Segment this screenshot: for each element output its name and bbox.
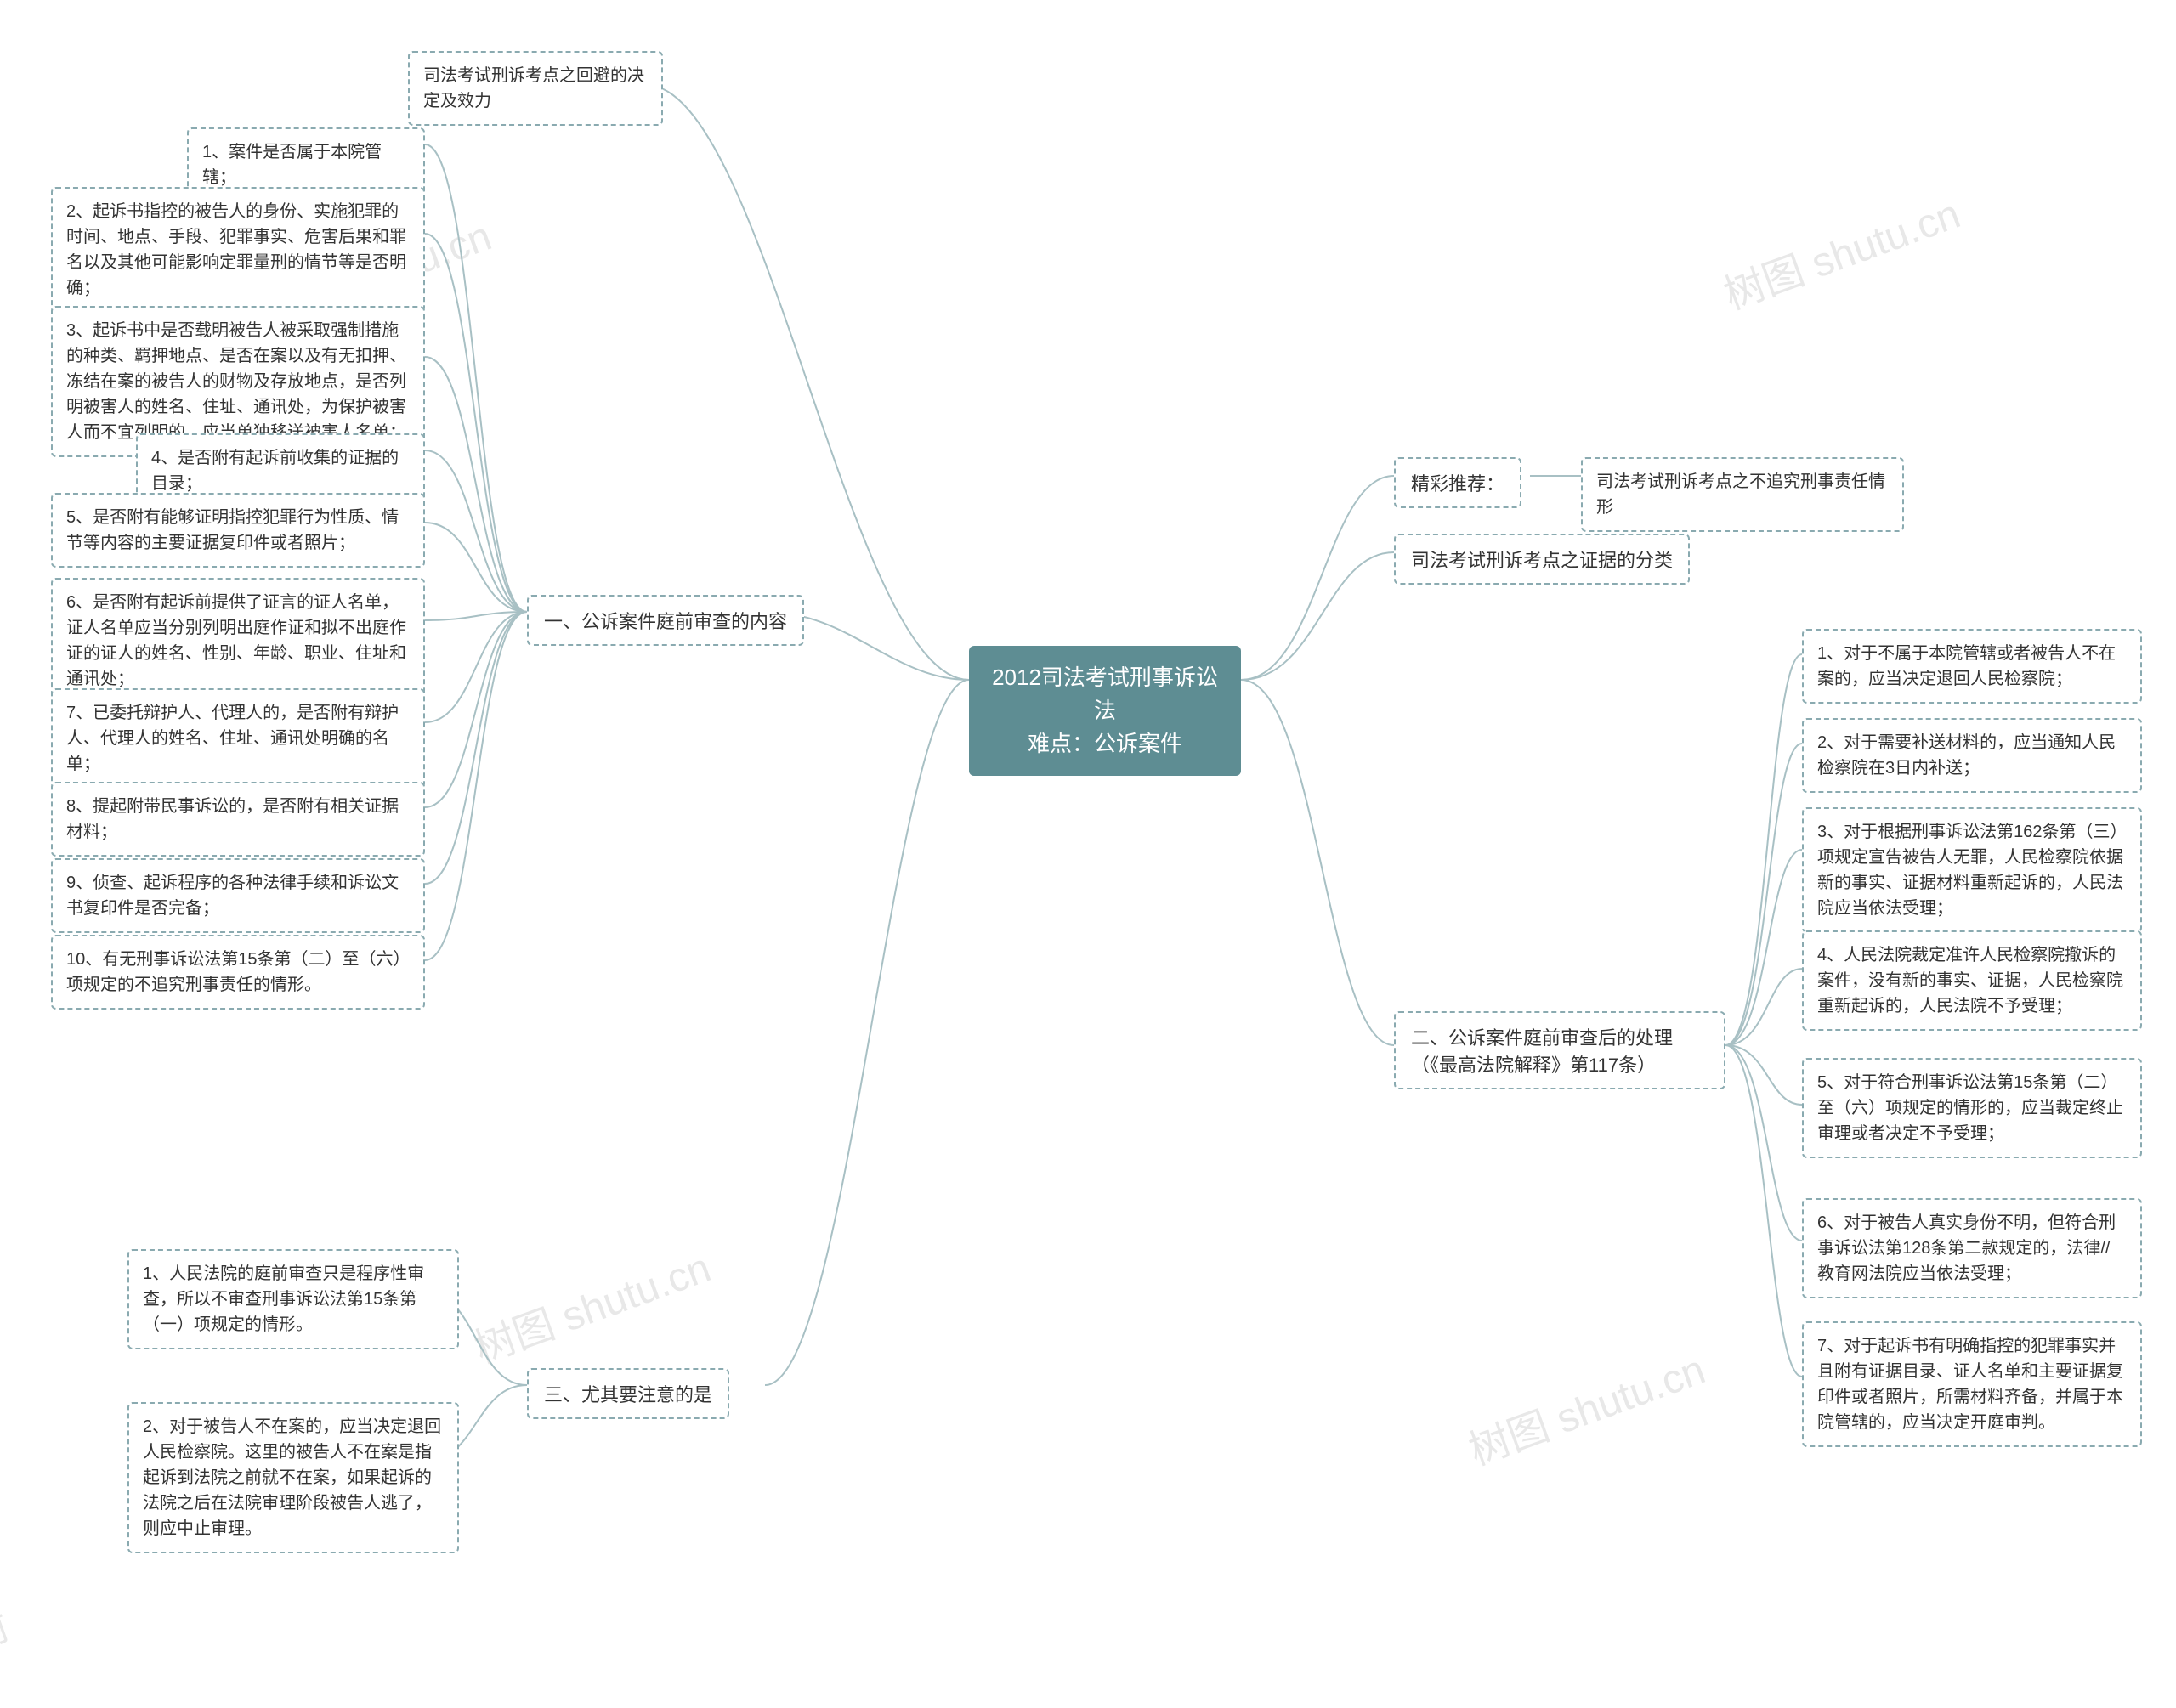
branch-one-item: 10、有无刑事诉讼法第15条第（二）至（六）项规定的不追究刑事责任的情形。: [51, 935, 425, 1010]
branch-one-item: 6、是否附有起诉前提供了证言的证人名单，证人名单应当分别列明出庭作证和拟不出庭作…: [51, 578, 425, 704]
top-left-node: 司法考试刑诉考点之回避的决定及效力: [408, 51, 663, 126]
branch-two: 二、公诉案件庭前审查后的处理（《最高法院解释》第117条）: [1394, 1011, 1726, 1089]
branch-two-item: 6、对于被告人真实身份不明，但符合刑事诉讼法第128条第二款规定的，法律//教育…: [1802, 1198, 2142, 1298]
branch-three-item: 2、对于被告人不在案的，应当决定退回人民检察院。这里的被告人不在案是指起诉到法院…: [128, 1402, 459, 1553]
center-node: 2012司法考试刑事诉讼法 难点：公诉案件: [969, 646, 1241, 776]
branch-three: 三、尤其要注意的是: [527, 1368, 729, 1419]
center-title-line2: 难点：公诉案件: [989, 727, 1221, 761]
branch-two-item: 2、对于需要补送材料的，应当通知人民检察院在3日内补送；: [1802, 718, 2142, 793]
branch-one: 一、公诉案件庭前审查的内容: [527, 595, 804, 646]
watermark: 树: [0, 1592, 16, 1662]
center-title-line1: 2012司法考试刑事诉讼法: [989, 661, 1221, 727]
branch-two-item: 1、对于不属于本院管辖或者被告人不在案的，应当决定退回人民检察院；: [1802, 629, 2142, 704]
recommend-label: 精彩推荐：: [1394, 457, 1522, 508]
branch-one-item: 7、已委托辩护人、代理人的，是否附有辩护人、代理人的姓名、住址、通讯处明确的名单…: [51, 688, 425, 789]
branch-two-item: 5、对于符合刑事诉讼法第15条第（二）至（六）项规定的情形的，应当裁定终止审理或…: [1802, 1058, 2142, 1158]
branch-one-item: 5、是否附有能够证明指控犯罪行为性质、情节等内容的主要证据复印件或者照片；: [51, 493, 425, 568]
evidence-classification: 司法考试刑诉考点之证据的分类: [1394, 534, 1690, 585]
recommend-item: 司法考试刑诉考点之不追究刑事责任情形: [1581, 457, 1904, 532]
watermark: 树图 shutu.cn: [465, 1234, 717, 1374]
watermark: 树图 shutu.cn: [1459, 1336, 1712, 1476]
branch-two-item: 4、人民法院裁定准许人民检察院撤诉的案件，没有新的事实、证据，人民检察院重新起诉…: [1802, 930, 2142, 1031]
branch-three-item: 1、人民法院的庭前审查只是程序性审查，所以不审查刑事诉讼法第15条第（一）项规定…: [128, 1249, 459, 1349]
branch-one-item: 2、起诉书指控的被告人的身份、实施犯罪的时间、地点、手段、犯罪事实、危害后果和罪…: [51, 187, 425, 313]
watermark: 树图 shutu.cn: [1714, 180, 1967, 320]
branch-two-item: 7、对于起诉书有明确指控的犯罪事实并且附有证据目录、证人名单和主要证据复印件或者…: [1802, 1321, 2142, 1447]
branch-two-item: 3、对于根据刑事诉讼法第162条第（三）项规定宣告被告人无罪，人民检察院依据新的…: [1802, 807, 2142, 933]
branch-one-item: 9、侦查、起诉程序的各种法律手续和诉讼文书复印件是否完备；: [51, 858, 425, 933]
branch-one-item: 8、提起附带民事诉讼的，是否附有相关证据材料；: [51, 782, 425, 857]
